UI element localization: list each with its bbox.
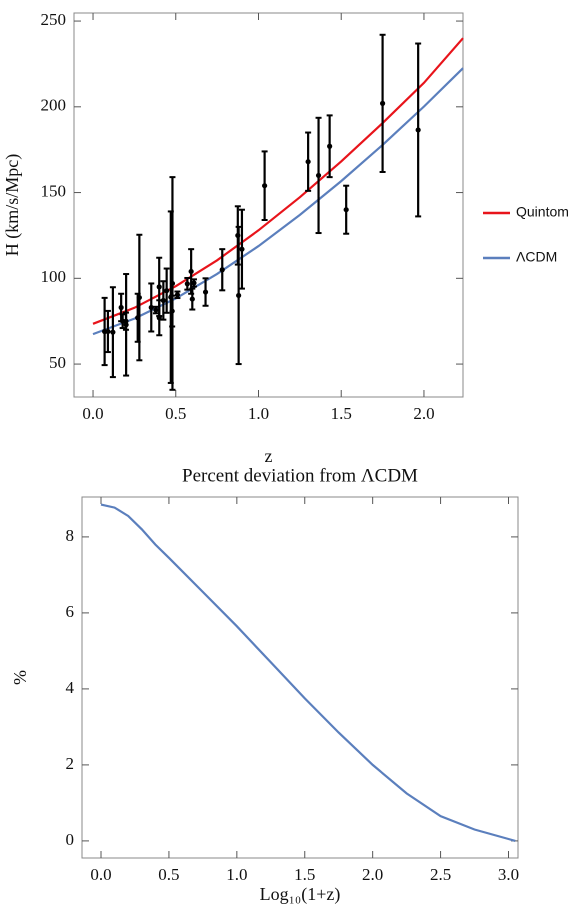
- x-tick-label: 1.5: [294, 865, 315, 884]
- data-point: [305, 159, 311, 165]
- x-tick-label: 2.0: [413, 404, 434, 423]
- data-point: [236, 292, 242, 299]
- data-point: [191, 280, 197, 286]
- x-tick-label: 0.5: [158, 865, 179, 884]
- data-point: [188, 268, 194, 275]
- data-point: [110, 329, 116, 335]
- legend-label: ΛCDM: [516, 249, 557, 265]
- data-point: [169, 280, 176, 287]
- data-point: [136, 294, 142, 301]
- y-tick-label: 100: [41, 267, 67, 286]
- data-point: [189, 296, 195, 302]
- x-axis-label: z: [265, 446, 273, 466]
- chart-title: Percent deviation from ΛCDM: [182, 465, 418, 486]
- data-point: [160, 297, 166, 304]
- y-axis-label: %: [10, 670, 30, 685]
- data-point: [148, 304, 154, 311]
- data-point: [219, 267, 225, 273]
- y-tick-label: 4: [66, 678, 75, 697]
- data-point: [343, 207, 349, 213]
- data-point: [118, 304, 124, 311]
- y-tick-label: 200: [41, 96, 67, 115]
- data-point: [184, 281, 190, 287]
- y-axis-label: H (km/s/Mpc): [2, 154, 23, 257]
- y-tick-label: 150: [41, 181, 67, 200]
- data-point: [123, 322, 129, 328]
- data-point: [379, 100, 386, 106]
- x-tick-label: 2.5: [430, 865, 451, 884]
- y-tick-label: 6: [66, 602, 75, 621]
- data-point: [105, 328, 111, 335]
- y-tick-label: 50: [49, 353, 66, 372]
- data-point: [315, 172, 322, 179]
- data-point: [156, 284, 162, 290]
- series-line: [92, 67, 464, 336]
- x-tick-label: 0.0: [82, 404, 103, 423]
- data-point: [153, 307, 159, 313]
- x-tick-label: 1.0: [248, 404, 269, 423]
- y-tick-label: 2: [66, 754, 75, 773]
- x-tick-label: 1.5: [331, 404, 352, 423]
- y-tick-label: 0: [66, 830, 75, 849]
- plot-frame: [81, 496, 519, 859]
- y-tick-label: 8: [66, 526, 75, 545]
- legend-label: Quintom: [516, 204, 569, 220]
- data-point: [262, 183, 268, 189]
- x-axis-label: Log₁₀(1+z): [260, 884, 341, 905]
- series-line: [100, 503, 516, 842]
- plot-frame: [73, 12, 464, 398]
- data-point: [239, 246, 245, 252]
- x-tick-label: 0.0: [90, 865, 111, 884]
- data-point: [174, 292, 181, 298]
- data-point: [327, 143, 333, 149]
- data-point: [415, 127, 421, 133]
- x-tick-label: 2.0: [362, 865, 383, 884]
- data-point: [164, 288, 170, 294]
- data-point: [202, 289, 209, 295]
- x-tick-label: 3.0: [498, 865, 519, 884]
- series-line: [92, 37, 464, 325]
- x-tick-label: 1.0: [226, 865, 247, 884]
- x-tick-label: 0.5: [165, 404, 186, 423]
- y-tick-label: 250: [41, 10, 67, 29]
